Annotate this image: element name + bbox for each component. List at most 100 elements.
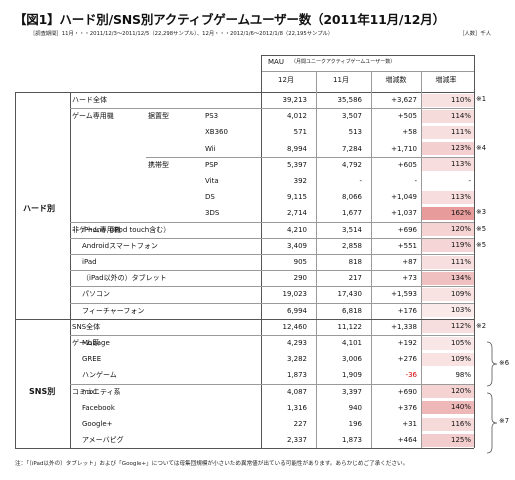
grid-line xyxy=(70,286,474,288)
ratio-value: 120% xyxy=(422,223,474,237)
ratio-value: 103% xyxy=(422,304,474,318)
nov-value: 17,430 xyxy=(337,290,363,299)
ratio-value: 114% xyxy=(422,109,474,123)
grid-line xyxy=(474,55,475,449)
nov-value: 3,507 xyxy=(341,112,362,121)
nov-value: 4,101 xyxy=(341,339,362,347)
dec-value: 5,397 xyxy=(286,160,307,169)
ratio-value: 140% xyxy=(422,401,474,415)
nov-value: 35,586 xyxy=(337,96,363,104)
nov-value: 217 xyxy=(348,274,362,283)
ratio-value: 120% xyxy=(422,385,474,399)
dec-value: 4,210 xyxy=(286,225,307,234)
dec-value: 8,994 xyxy=(286,144,307,153)
nov-value: 818 xyxy=(348,258,362,266)
grid-line xyxy=(70,108,474,110)
grid-line xyxy=(371,71,372,449)
diff-header: 増減数 xyxy=(385,76,407,84)
dec-value: 9,115 xyxy=(286,193,307,202)
ratio-value: 105% xyxy=(422,336,474,350)
row-note: ※1 xyxy=(476,95,487,103)
diff-value: +605 xyxy=(397,160,417,169)
brace-game xyxy=(486,341,498,387)
row-label-l3: PS3 xyxy=(205,112,219,121)
survey-period: ［調査期間］11月・・・2011/12/3〜2011/12/5（22,298サン… xyxy=(30,31,334,37)
dec-value: 3,409 xyxy=(286,241,307,250)
group-sns: SNS別 xyxy=(29,387,56,396)
dec-value: 3,282 xyxy=(286,355,307,364)
mau-note: （月間ユニークアクティブゲームユーザー数） xyxy=(291,59,396,65)
group-hard: ハード別 xyxy=(23,204,55,213)
ratio-value: 123% xyxy=(422,142,474,156)
dec-value: 392 xyxy=(293,177,307,185)
footnote: 注：「（iPad以外の）タブレット」および「Google+」については母集団規模… xyxy=(15,461,409,467)
grid-line xyxy=(261,55,262,449)
grid-line xyxy=(15,448,474,450)
grid-line xyxy=(70,383,474,385)
grid-line xyxy=(316,71,317,449)
ratio-value: 116% xyxy=(422,417,474,431)
nov-value: 1,909 xyxy=(341,371,362,380)
grid-line xyxy=(261,55,474,56)
nov-value: 2,858 xyxy=(341,241,362,250)
ratio-value: 113% xyxy=(422,158,474,172)
grid-line xyxy=(15,92,16,449)
diff-value: - xyxy=(414,177,417,185)
row-label-l3: Vita xyxy=(205,177,219,185)
diff-value: +505 xyxy=(397,112,417,121)
nov-value: 940 xyxy=(348,403,362,412)
diff-value: +1,338 xyxy=(391,322,417,331)
ratio-value: 111% xyxy=(422,255,474,269)
row-note: ※3 xyxy=(476,208,487,217)
ratio-value: - xyxy=(468,176,471,185)
dec-value: 6,994 xyxy=(286,306,307,315)
data-table: MAU （月間ユニークアクティブゲームユーザー数） 12月 11月 増減数 増減… xyxy=(15,55,509,454)
row-label-l2: 据置型 xyxy=(148,112,169,121)
nov-value: 4,792 xyxy=(341,160,362,169)
ratio-value: 162% xyxy=(422,206,474,220)
grid-line xyxy=(70,237,474,239)
diff-value: +376 xyxy=(397,403,417,412)
dec-value: 2,714 xyxy=(286,209,307,218)
row-label-l2: Mobage xyxy=(82,339,110,347)
row-note: ※5 xyxy=(476,240,487,249)
diff-value: +1,593 xyxy=(391,290,417,299)
row-label-l3: Wii xyxy=(205,144,216,153)
row-note: ※4 xyxy=(476,143,487,152)
dec-value: 905 xyxy=(293,258,307,266)
diff-value: +3,627 xyxy=(391,96,417,104)
diff-value: -36 xyxy=(405,371,417,380)
dec-value: 1,873 xyxy=(286,371,307,380)
diff-value: +73 xyxy=(402,274,417,283)
diff-value: +1,049 xyxy=(391,193,417,202)
unit-label: ［人数］千人 xyxy=(459,31,491,37)
row-label-l2: Facebook xyxy=(82,403,115,412)
nov-value: 1,677 xyxy=(341,209,362,218)
ratio-value: 110% xyxy=(422,93,474,107)
row-label-l2: iPhone（iPod touch含む） xyxy=(82,225,171,234)
dec-value: 571 xyxy=(293,128,307,137)
row-label-l2: アメーバピグ xyxy=(82,436,124,445)
diff-value: +1,037 xyxy=(391,209,417,218)
nov-value: 3,006 xyxy=(341,355,362,364)
diff-value: +551 xyxy=(397,241,417,250)
brace-community xyxy=(486,392,498,454)
row-label-l1: コミュニティ系 xyxy=(72,387,121,396)
row-note: ※5 xyxy=(476,224,487,233)
row-label-l2: GREE xyxy=(82,355,102,364)
grid-line xyxy=(70,270,474,272)
nov-value: 3,514 xyxy=(341,225,362,234)
nov-header: 11月 xyxy=(333,76,349,84)
row-label-l2: Google+ xyxy=(82,420,113,428)
grid-line xyxy=(70,302,474,304)
dec-value: 19,023 xyxy=(282,290,308,299)
nov-value: 8,066 xyxy=(341,193,362,202)
row-label-l2: 携帯型 xyxy=(148,160,169,169)
grid-line xyxy=(146,156,474,158)
row-label-l2: フィーチャーフォン xyxy=(82,306,145,315)
ratio-value: 113% xyxy=(422,190,474,204)
grid-line xyxy=(421,71,422,449)
row-label-l1: ハード全体 xyxy=(72,96,107,104)
row-label-l1: ゲーム系 xyxy=(72,339,100,347)
nov-value: 11,122 xyxy=(337,322,363,331)
